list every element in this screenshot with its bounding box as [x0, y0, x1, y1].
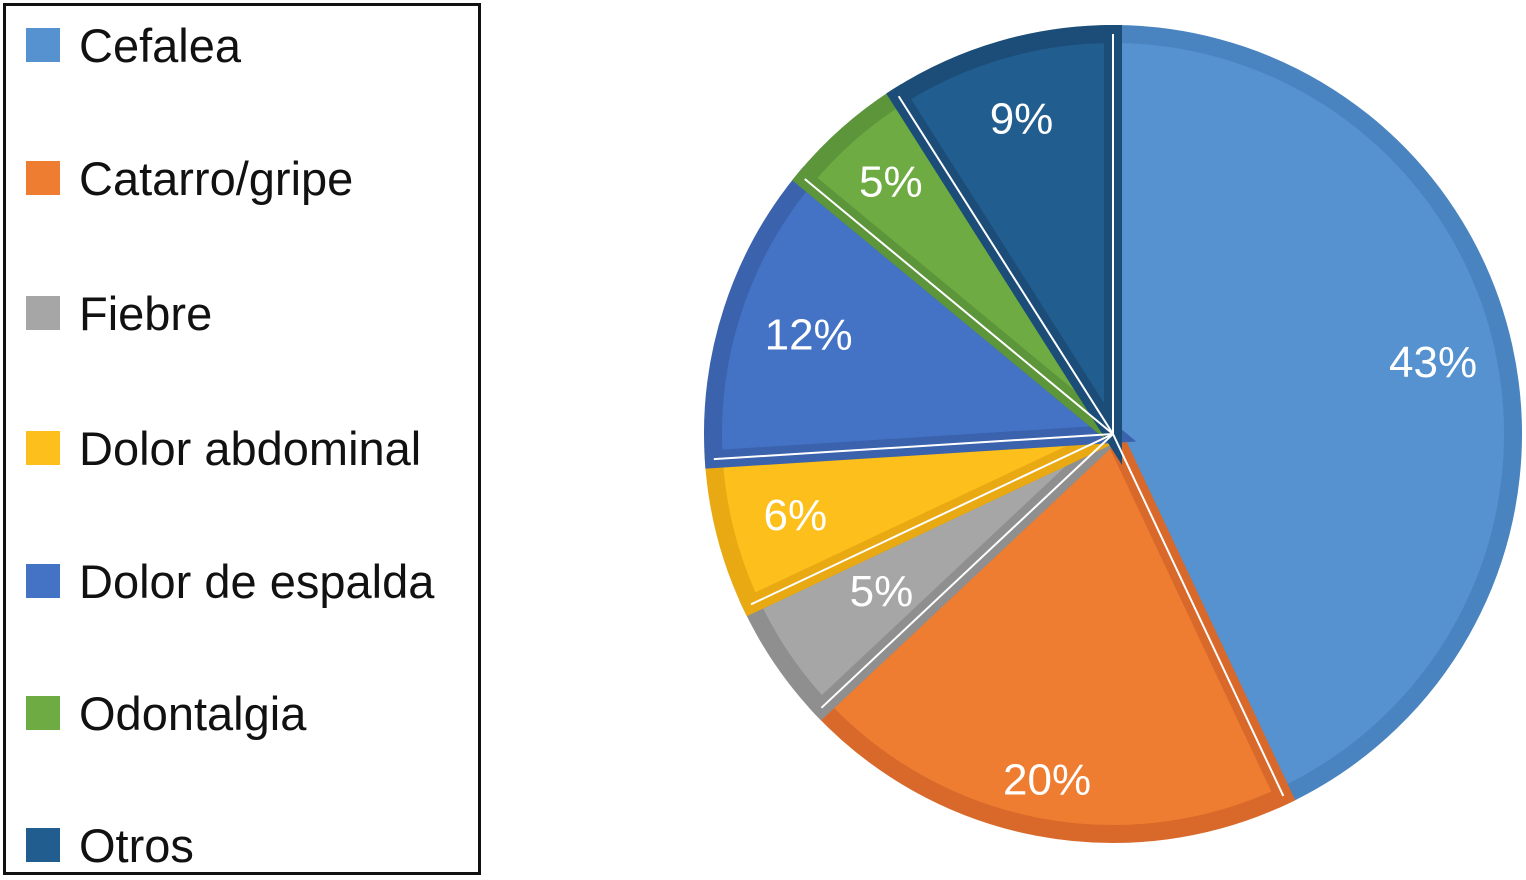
- data-label: 5%: [859, 157, 923, 206]
- legend-swatch: [26, 696, 60, 730]
- slice-separator: [750, 433, 1114, 606]
- legend-label: Catarro/gripe: [79, 151, 354, 205]
- pie-slice-otros: [886, 24, 1122, 465]
- legend-swatch: [26, 28, 60, 62]
- pie-slice-cefalea: [1104, 24, 1522, 808]
- slice-separator: [820, 433, 1114, 709]
- slice-separator: [713, 433, 1114, 461]
- legend-label: Cefalea: [79, 18, 241, 72]
- data-label: 5%: [850, 567, 914, 616]
- legend-label: Dolor abdominal: [79, 421, 422, 475]
- legend-swatch: [26, 161, 60, 195]
- legend-swatch: [26, 564, 60, 598]
- legend-item-dolor-abdominal: Dolor abdominal: [26, 418, 421, 478]
- legend-swatch: [26, 828, 60, 862]
- legend-item-odontalgia: Odontalgia: [26, 683, 306, 743]
- legend-item-cefalea: Cefalea: [26, 15, 241, 75]
- pie-chart: 43% 20% 5% 6% 12% 5% 9%: [704, 24, 1522, 843]
- slice-separator: [804, 178, 1114, 435]
- data-label: 20%: [1003, 755, 1091, 804]
- data-label: 12%: [765, 311, 853, 360]
- pie-slice-dolor-de-espalda: [704, 166, 1137, 469]
- legend-swatch: [26, 296, 60, 330]
- slice-separator: [897, 95, 1114, 435]
- legend-label: Otros: [79, 818, 194, 872]
- data-label: 9%: [990, 95, 1054, 144]
- legend-item-fiebre: Fiebre: [26, 283, 212, 343]
- legend-swatch: [26, 431, 60, 465]
- legend-item-otros: Otros: [26, 815, 194, 875]
- data-label: 43%: [1389, 338, 1477, 387]
- legend-label: Odontalgia: [79, 686, 307, 740]
- legend-item-catarro-gripe: Catarro/gripe: [26, 148, 353, 208]
- legend-item-dolor-de-espalda: Dolor de espalda: [26, 551, 434, 611]
- data-label: 6%: [764, 491, 828, 540]
- slice-separator: [1112, 433, 1285, 797]
- legend-label: Dolor de espalda: [79, 554, 435, 608]
- pie-slice-catarro-gripe: [808, 418, 1296, 843]
- chart-legend: Cefalea Catarro/gripe Fiebre Dolor abdomina…: [3, 3, 481, 875]
- legend-label: Fiebre: [79, 286, 213, 340]
